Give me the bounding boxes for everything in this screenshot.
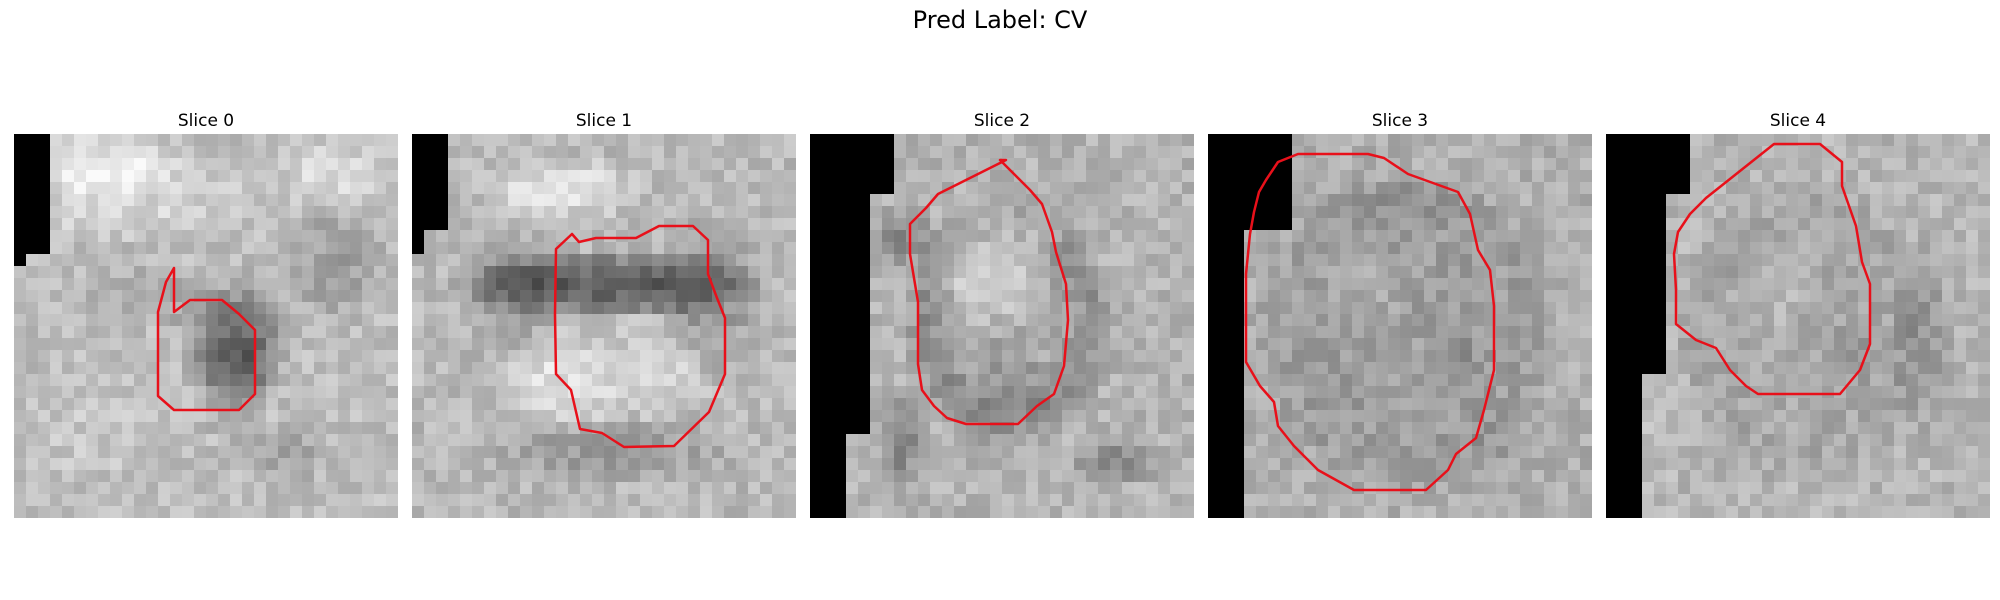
- figure-title: Pred Label: CV: [912, 6, 1088, 34]
- mri-image: [1208, 134, 1592, 518]
- slice-panel-4: Slice 4: [1606, 108, 1990, 518]
- slice-title: Slice 4: [1769, 111, 1827, 131]
- contour-polygon: [1672, 142, 1872, 396]
- slice-title: Slice 3: [1371, 111, 1429, 131]
- segmentation-contour: [908, 158, 1070, 426]
- mri-slice-image: [1606, 134, 1990, 518]
- mri-slice-image: [14, 134, 398, 518]
- mri-slice-image: [412, 134, 796, 518]
- slice-panel-2: Slice 2: [810, 108, 1194, 518]
- slice-title: Slice 1: [575, 111, 633, 131]
- mri-slice-image: [810, 134, 1194, 518]
- slice-panel-1: Slice 1: [412, 108, 796, 518]
- slice-title: Slice 2: [973, 111, 1031, 131]
- mri-image: [810, 134, 1194, 518]
- slice-panel-3: Slice 3: [1208, 108, 1592, 518]
- segmentation-contour: [1672, 142, 1872, 396]
- slice-title: Slice 0: [177, 111, 235, 131]
- slice-panel-0: Slice 0: [14, 108, 398, 518]
- contour-polygon: [553, 224, 727, 449]
- mri-slice-image: [1208, 134, 1592, 518]
- mri-image: [412, 134, 796, 518]
- contour-polygon: [156, 266, 257, 412]
- mri-image: [14, 134, 398, 518]
- segmentation-contour: [553, 224, 727, 449]
- segmentation-contour: [1244, 152, 1496, 492]
- contour-polygon: [1244, 152, 1496, 492]
- segmentation-contour: [156, 266, 257, 412]
- contour-polygon: [908, 158, 1070, 426]
